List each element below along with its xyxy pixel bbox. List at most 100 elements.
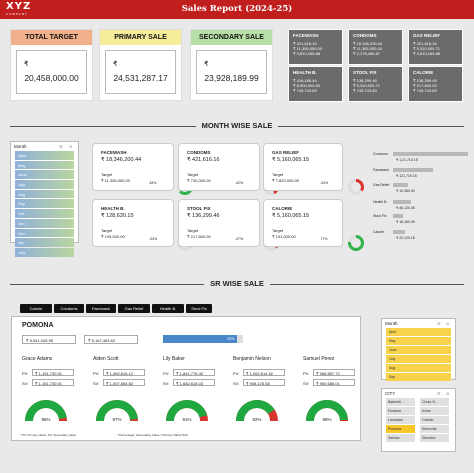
tile-name: HEALTH B. xyxy=(293,70,317,75)
sr-person[interactable]: Samuel Perez PV: ₹ 966,587.72 SV: ₹ 950,686.… xyxy=(303,356,363,391)
tile-value: ₹ 16,346,200.44 xyxy=(353,41,383,46)
tile-value: ₹ 3,810,165.88 xyxy=(293,51,321,57)
city-item[interactable]: Stockton xyxy=(420,434,449,442)
tile-name: FACEWASH xyxy=(293,33,319,38)
tile-value: ₹ 136,299.46 xyxy=(353,78,377,83)
tile-value: ₹ 5,310,005.71 xyxy=(413,46,441,52)
tile-value: ₹ 745,743.83 xyxy=(413,88,437,94)
city-item[interactable]: Fontana xyxy=(386,407,415,415)
pv-value: ₹ 1,151,730.01 xyxy=(32,369,74,376)
kpi-value-box: ₹23,928,189.99 xyxy=(196,50,267,94)
month-item[interactable]: Nov xyxy=(15,218,74,228)
month-item[interactable]: April xyxy=(386,328,451,336)
product-card[interactable]: FACEWASH ₹ 18,346,200.44 Target ₹ 11,305,00… xyxy=(92,143,193,195)
product-tab[interactable]: Health B. xyxy=(152,304,184,313)
month-item[interactable]: Oct xyxy=(15,209,74,218)
summary-value: ₹ 46,120.45 xyxy=(396,206,415,210)
slicer-header: Month ☰ ⊘ xyxy=(382,319,455,328)
city-item[interactable]: Bakersfi... xyxy=(386,398,415,406)
product-card[interactable]: CONDOMS ₹ 421,616.16 Target ₹ 730,000.00 -42… xyxy=(178,143,279,195)
target-label: Target xyxy=(101,228,113,233)
tile-name: GAS RELIEF xyxy=(413,33,441,38)
month-item[interactable]: June xyxy=(15,170,74,180)
product-card[interactable]: GAS RELIEF ₹ 5,160,065.15 Target ₹ 7,820,00… xyxy=(263,143,364,195)
half-gauge: 98% xyxy=(305,399,349,428)
category-tile: CALORIE ₹ 136,299.46 ₹ 217,800.00 ₹ 745,743… xyxy=(408,66,463,102)
city-item[interactable]: Riverside xyxy=(420,425,449,433)
card-value: ₹ 421,616.16 xyxy=(187,157,220,163)
city-item[interactable]: Lancaster xyxy=(386,416,415,424)
kpi-value-box: ₹24,531,287.17 xyxy=(105,50,176,94)
month-item[interactable]: June xyxy=(386,346,451,354)
target-label: Target xyxy=(272,172,284,177)
multi-select-icon[interactable]: ☰ xyxy=(437,321,441,326)
sr-person[interactable]: Aiden Scott PV: ₹ 1,082,616.12 SV: ₹ 1,007,6… xyxy=(93,356,153,391)
city-slicer[interactable]: CITY ☰ ⊘ Bakersfi... Chula Vi... Fontana Ir… xyxy=(381,388,456,452)
product-card[interactable]: CALORIE ₹ 5,160,065.15 Target ₹ 191,000.00 7… xyxy=(263,199,364,251)
product-tab[interactable]: Calorie xyxy=(20,304,52,313)
kpi-card: TOTAL TARGET ₹20,458,000.00 xyxy=(10,29,93,101)
person-name: Aiden Scott xyxy=(93,356,119,362)
summary-bar xyxy=(393,230,405,234)
month-item[interactable]: July xyxy=(386,355,451,363)
sr-person[interactable]: Lily Baker PV: ₹ 1,841,776.40 SV: ₹ 1,682,61… xyxy=(163,356,223,391)
pv-value: ₹ 1,062,614.52 xyxy=(243,369,285,376)
card-value: ₹ 5,160,065.15 xyxy=(272,157,310,163)
tile-value: ₹ 745,743.83 xyxy=(353,88,377,94)
month-item[interactable]: Dec xyxy=(15,228,74,238)
sr-person[interactable]: Grace Adams PV: ₹ 1,151,730.01 SV: ₹ 1,151,7… xyxy=(22,356,82,391)
target-value: ₹ 11,305,000.00 xyxy=(101,178,130,183)
tile-value: ₹ 3,810,165.88 xyxy=(413,51,441,57)
month-slicer-right[interactable]: Month ☰ ⊘ April May June July Aug Sep xyxy=(381,318,456,381)
target-value: ₹ 195,000.00 xyxy=(101,234,125,239)
product-card[interactable]: HEALTH B. ₹ 128,630.15 Target ₹ 195,000.00 -… xyxy=(92,199,193,251)
month-item[interactable]: May xyxy=(15,160,74,170)
multi-select-icon[interactable]: ☰ xyxy=(59,144,63,149)
multi-select-icon[interactable]: ☰ xyxy=(437,391,441,396)
city-item[interactable]: Chula Vi... xyxy=(420,398,449,406)
city-item[interactable]: Salinas xyxy=(386,434,415,442)
pv-row: PV: ₹ 966,587.72 xyxy=(303,369,363,381)
month-slicer[interactable]: Month ☰ ⊘ April May June July Aug Sep Oct Nov De… xyxy=(10,141,79,257)
gauge-pct: 95% xyxy=(41,417,51,422)
city-item[interactable]: Ontario xyxy=(420,416,449,424)
city-item[interactable]: Pomona xyxy=(386,425,415,433)
month-item[interactable]: July xyxy=(15,247,74,257)
product-tab[interactable]: Gas Relief xyxy=(118,304,150,313)
pv-row: PV: ₹ 1,151,730.01 xyxy=(22,369,82,381)
summary-label: Health B. xyxy=(373,200,388,204)
month-item[interactable]: April xyxy=(15,151,74,160)
kpi-card: PRIMARY SALE ₹24,531,287.17 xyxy=(99,29,182,101)
month-item[interactable]: Sep xyxy=(386,373,451,381)
sv-value: ₹ 1,007,664.82 xyxy=(103,379,145,386)
clear-filter-icon[interactable]: ⊘ xyxy=(446,391,450,396)
month-item[interactable]: May xyxy=(386,337,451,345)
sv-label: SV: xyxy=(303,381,310,386)
donut-gauge xyxy=(348,235,364,251)
city-item[interactable]: Irvine xyxy=(420,407,449,415)
month-item[interactable]: Jan xyxy=(15,238,74,247)
summary-bar xyxy=(393,214,403,218)
pv-row: PV: ₹ 1,082,616.12 xyxy=(93,369,153,381)
month-item[interactable]: July xyxy=(15,180,74,189)
product-tab[interactable]: Condoms xyxy=(54,304,84,313)
month-item[interactable]: Aug xyxy=(386,364,451,372)
gauge-pct: -37% xyxy=(234,237,244,241)
month-item[interactable]: Sep xyxy=(15,199,74,209)
card-value: ₹ 128,630.15 xyxy=(101,213,134,219)
report-title: Sales Report (2024-25) xyxy=(181,4,293,14)
product-tab[interactable]: Facewash xyxy=(86,304,116,313)
sr-person[interactable]: Benjamin Nelson PV: ₹ 1,062,614.52 SV: ₹ 908… xyxy=(233,356,293,391)
progress-fill: 93% xyxy=(163,335,238,343)
tile-value: ₹ 5,310,005.71 xyxy=(353,83,381,89)
gauge-wrap: 77% xyxy=(314,216,364,251)
sv-row: SV: ₹ 908,125.58 xyxy=(233,379,293,391)
gauge-wrap: -34% xyxy=(143,216,193,251)
product-card[interactable]: STOOL FIX ₹ 136,299.46 Target ₹ 217,800.00 -… xyxy=(178,199,279,251)
pv-value: ₹ 1,082,616.12 xyxy=(103,369,145,376)
month-item[interactable]: Aug xyxy=(15,189,74,199)
clear-filter-icon[interactable]: ⊘ xyxy=(446,321,450,326)
clear-filter-icon[interactable]: ⊘ xyxy=(69,144,73,149)
product-tab[interactable]: Stool Fix xyxy=(186,304,212,313)
summary-bar xyxy=(393,152,468,156)
